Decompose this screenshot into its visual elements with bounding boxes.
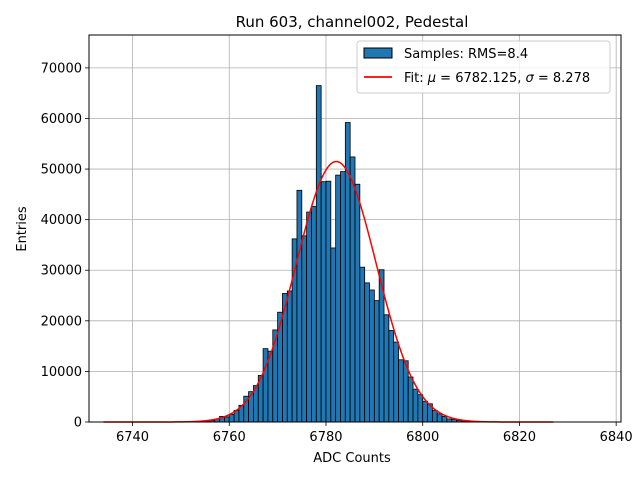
x-tick-label: 6820 bbox=[503, 430, 536, 445]
histogram-bar bbox=[267, 350, 274, 423]
y-tick-label: 70000 bbox=[41, 61, 82, 76]
histogram-bar bbox=[286, 290, 293, 423]
histogram-bar bbox=[344, 122, 351, 423]
histogram-bar bbox=[359, 266, 366, 423]
legend-fit-prefix: Fit: bbox=[404, 71, 428, 86]
axis-ticks: 6740 6760 6780 6800 6820 6840 0 10000 20000 30000… bbox=[41, 61, 633, 445]
histogram-bar bbox=[340, 171, 346, 423]
histogram-bar bbox=[441, 416, 448, 423]
histogram-bar bbox=[335, 174, 341, 423]
histogram-bar bbox=[364, 282, 370, 423]
histogram-bar bbox=[407, 376, 414, 423]
histogram-bar bbox=[296, 189, 303, 423]
legend: Samples: RMS=8.4 Fit: μ = 6782.125, σ = … bbox=[356, 40, 611, 94]
legend-samples-swatch bbox=[363, 47, 393, 59]
plot-area-frame bbox=[88, 34, 622, 423]
histogram-bar bbox=[417, 394, 424, 423]
histogram-bar bbox=[320, 181, 327, 423]
histogram-bar bbox=[228, 414, 235, 423]
histogram-bar bbox=[349, 156, 356, 423]
legend-fit-label: Fit: μ = 6782.125, σ = 8.278 bbox=[404, 71, 590, 86]
histogram-bar bbox=[306, 211, 312, 423]
chart-title: Run 603, channel002, Pedestal bbox=[236, 13, 469, 31]
histogram-bar bbox=[369, 289, 375, 423]
histogram-bar bbox=[262, 348, 269, 423]
histogram-bar bbox=[325, 180, 332, 423]
x-tick-label: 6760 bbox=[213, 430, 246, 445]
legend-box bbox=[356, 40, 611, 94]
histogram-bar bbox=[311, 206, 317, 423]
legend-fit-mu-value: = 6782.125, bbox=[436, 71, 525, 86]
y-tick-label: 50000 bbox=[41, 163, 82, 178]
histogram-bar bbox=[393, 341, 399, 423]
x-tick-label: 6780 bbox=[309, 430, 342, 445]
legend-fit-mu-symbol: μ bbox=[427, 71, 436, 86]
x-tick-label: 6840 bbox=[600, 430, 633, 445]
x-tick-label: 6740 bbox=[116, 430, 149, 445]
y-tick-label: 20000 bbox=[41, 314, 82, 329]
histogram-bar bbox=[224, 416, 230, 423]
y-axis-title: Entries bbox=[15, 206, 30, 252]
histogram-bar bbox=[422, 400, 428, 423]
histogram-bar bbox=[431, 409, 438, 423]
y-tick-label: 40000 bbox=[41, 213, 82, 228]
legend-samples-label: Samples: RMS=8.4 bbox=[404, 47, 528, 62]
y-tick-label: 0 bbox=[74, 416, 82, 431]
histogram-bar bbox=[388, 330, 395, 423]
histogram-bar bbox=[354, 183, 361, 423]
y-tick-label: 30000 bbox=[41, 264, 82, 279]
y-tick-label: 10000 bbox=[41, 365, 82, 380]
x-tick-label: 6800 bbox=[406, 430, 439, 445]
y-tick-label: 60000 bbox=[41, 112, 82, 127]
histogram-bar bbox=[373, 300, 380, 423]
x-axis-title: ADC Counts bbox=[313, 451, 391, 466]
histogram-bar bbox=[383, 314, 390, 423]
histogram-bar bbox=[330, 247, 337, 423]
histogram-bar bbox=[398, 359, 404, 423]
histogram-bar bbox=[436, 413, 443, 423]
histogram-bar bbox=[315, 85, 322, 423]
histogram-bar bbox=[412, 388, 419, 423]
legend-fit-sigma-symbol: σ bbox=[526, 71, 535, 86]
histogram-bar bbox=[301, 235, 308, 423]
legend-fit-sigma-value: = 8.278 bbox=[534, 71, 590, 86]
